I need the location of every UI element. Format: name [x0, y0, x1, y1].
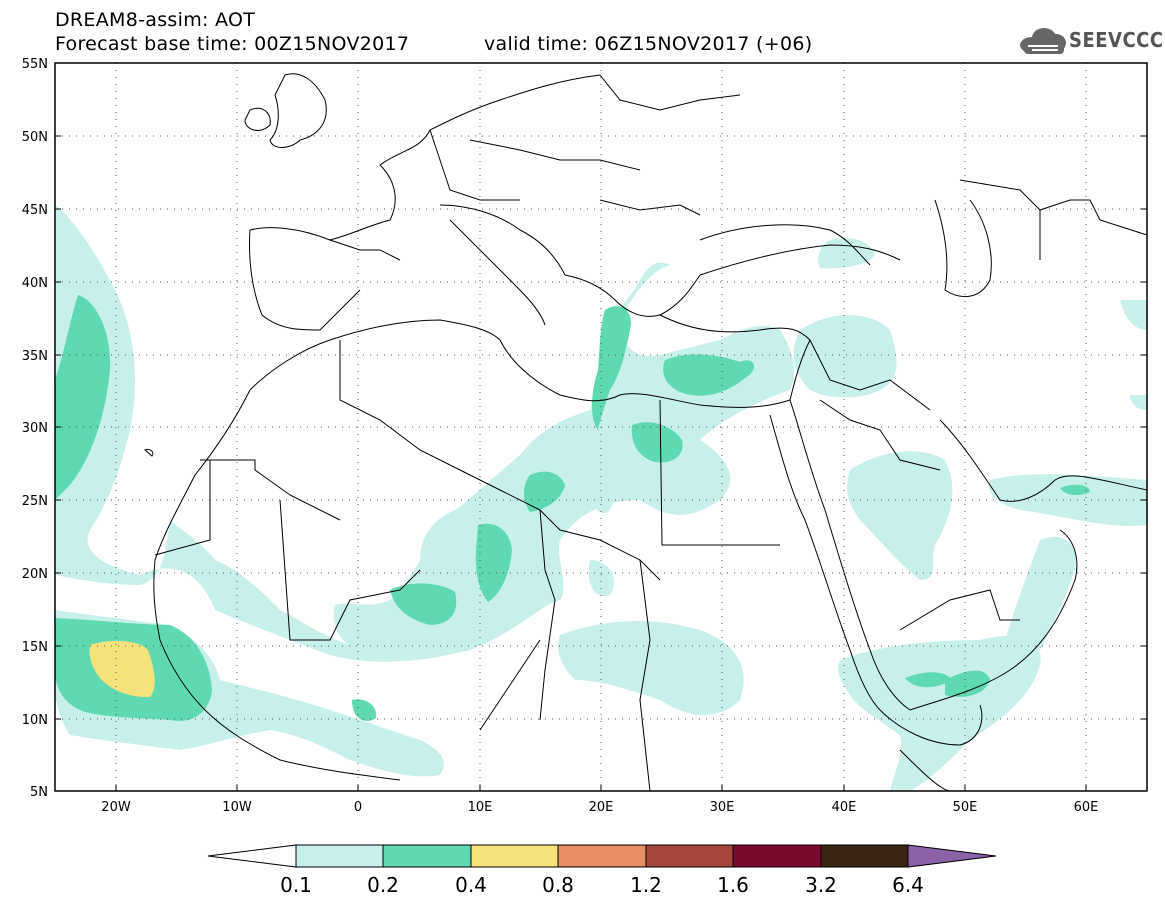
lat-ticks: [55, 62, 1147, 792]
colorbar-label: 0.2: [367, 873, 399, 897]
colorbar-label: 6.4: [892, 873, 924, 897]
lon-label: 20E: [589, 800, 614, 815]
dust-contours: [55, 205, 1147, 791]
colorbar-swatch: [470, 844, 559, 868]
lon-label: 20W: [101, 800, 131, 815]
colorbar-swatch: [295, 844, 384, 868]
lat-label: 50N: [22, 130, 48, 145]
colorbar-high-arrow: [907, 844, 997, 868]
coastlines: [144, 73, 1147, 791]
lat-label: 40N: [22, 276, 48, 291]
lat-label: 10N: [22, 713, 48, 728]
lon-label: 10W: [222, 800, 252, 815]
lat-labels: 55N 50N 45N 40N 35N 30N 25N 20N 15N 10N …: [22, 57, 48, 800]
colorbar-low-arrow: [207, 844, 297, 868]
lon-label: 0: [354, 800, 362, 815]
lat-label: 15N: [22, 640, 48, 655]
colorbar-label: 0.4: [455, 873, 487, 897]
colorbar-label: 3.2: [805, 873, 837, 897]
colorbar-swatch: [382, 844, 472, 868]
lat-label: 35N: [22, 349, 48, 364]
lon-label: 50E: [953, 800, 978, 815]
lat-label: 55N: [22, 57, 48, 72]
lat-label: 5N: [30, 785, 48, 800]
gridlines: [55, 63, 1147, 791]
forecast-base-time: Forecast base time: 00Z15NOV2017: [55, 33, 410, 55]
colorbar-swatch: [820, 844, 909, 868]
colorbar-swatch: [732, 844, 822, 868]
lat-label: 30N: [22, 421, 48, 436]
cloud-logo-icon: [1020, 28, 1066, 54]
lon-label: 60E: [1074, 800, 1099, 815]
colorbar: [207, 844, 997, 868]
contour-level-3: [89, 640, 155, 698]
lon-label: 10E: [468, 800, 493, 815]
map-title: DREAM8-assim: AOT: [55, 9, 256, 31]
lon-ticks: [115, 785, 1087, 791]
valid-time: valid time: 06Z15NOV2017 (+06): [484, 33, 813, 55]
lat-label: 25N: [22, 494, 48, 509]
colorbar-label: 0.8: [542, 873, 574, 897]
lon-labels: 20W 10W 0 10E 20E 30E 40E 50E 60E: [101, 800, 1098, 815]
lon-label: 30E: [710, 800, 735, 815]
logo-text: SEEVCCC: [1069, 28, 1164, 52]
lon-label: 40E: [832, 800, 857, 815]
colorbar-label: 0.1: [280, 873, 312, 897]
colorbar-swatch: [645, 844, 734, 868]
colorbar-label: 1.2: [630, 873, 662, 897]
lat-label: 45N: [22, 203, 48, 218]
colorbar-labels: 0.1 0.2 0.4 0.8 1.2 1.6 3.2 6.4: [280, 873, 924, 897]
colorbar-swatch: [557, 844, 647, 868]
colorbar-label: 1.6: [717, 873, 749, 897]
lat-label: 20N: [22, 567, 48, 582]
